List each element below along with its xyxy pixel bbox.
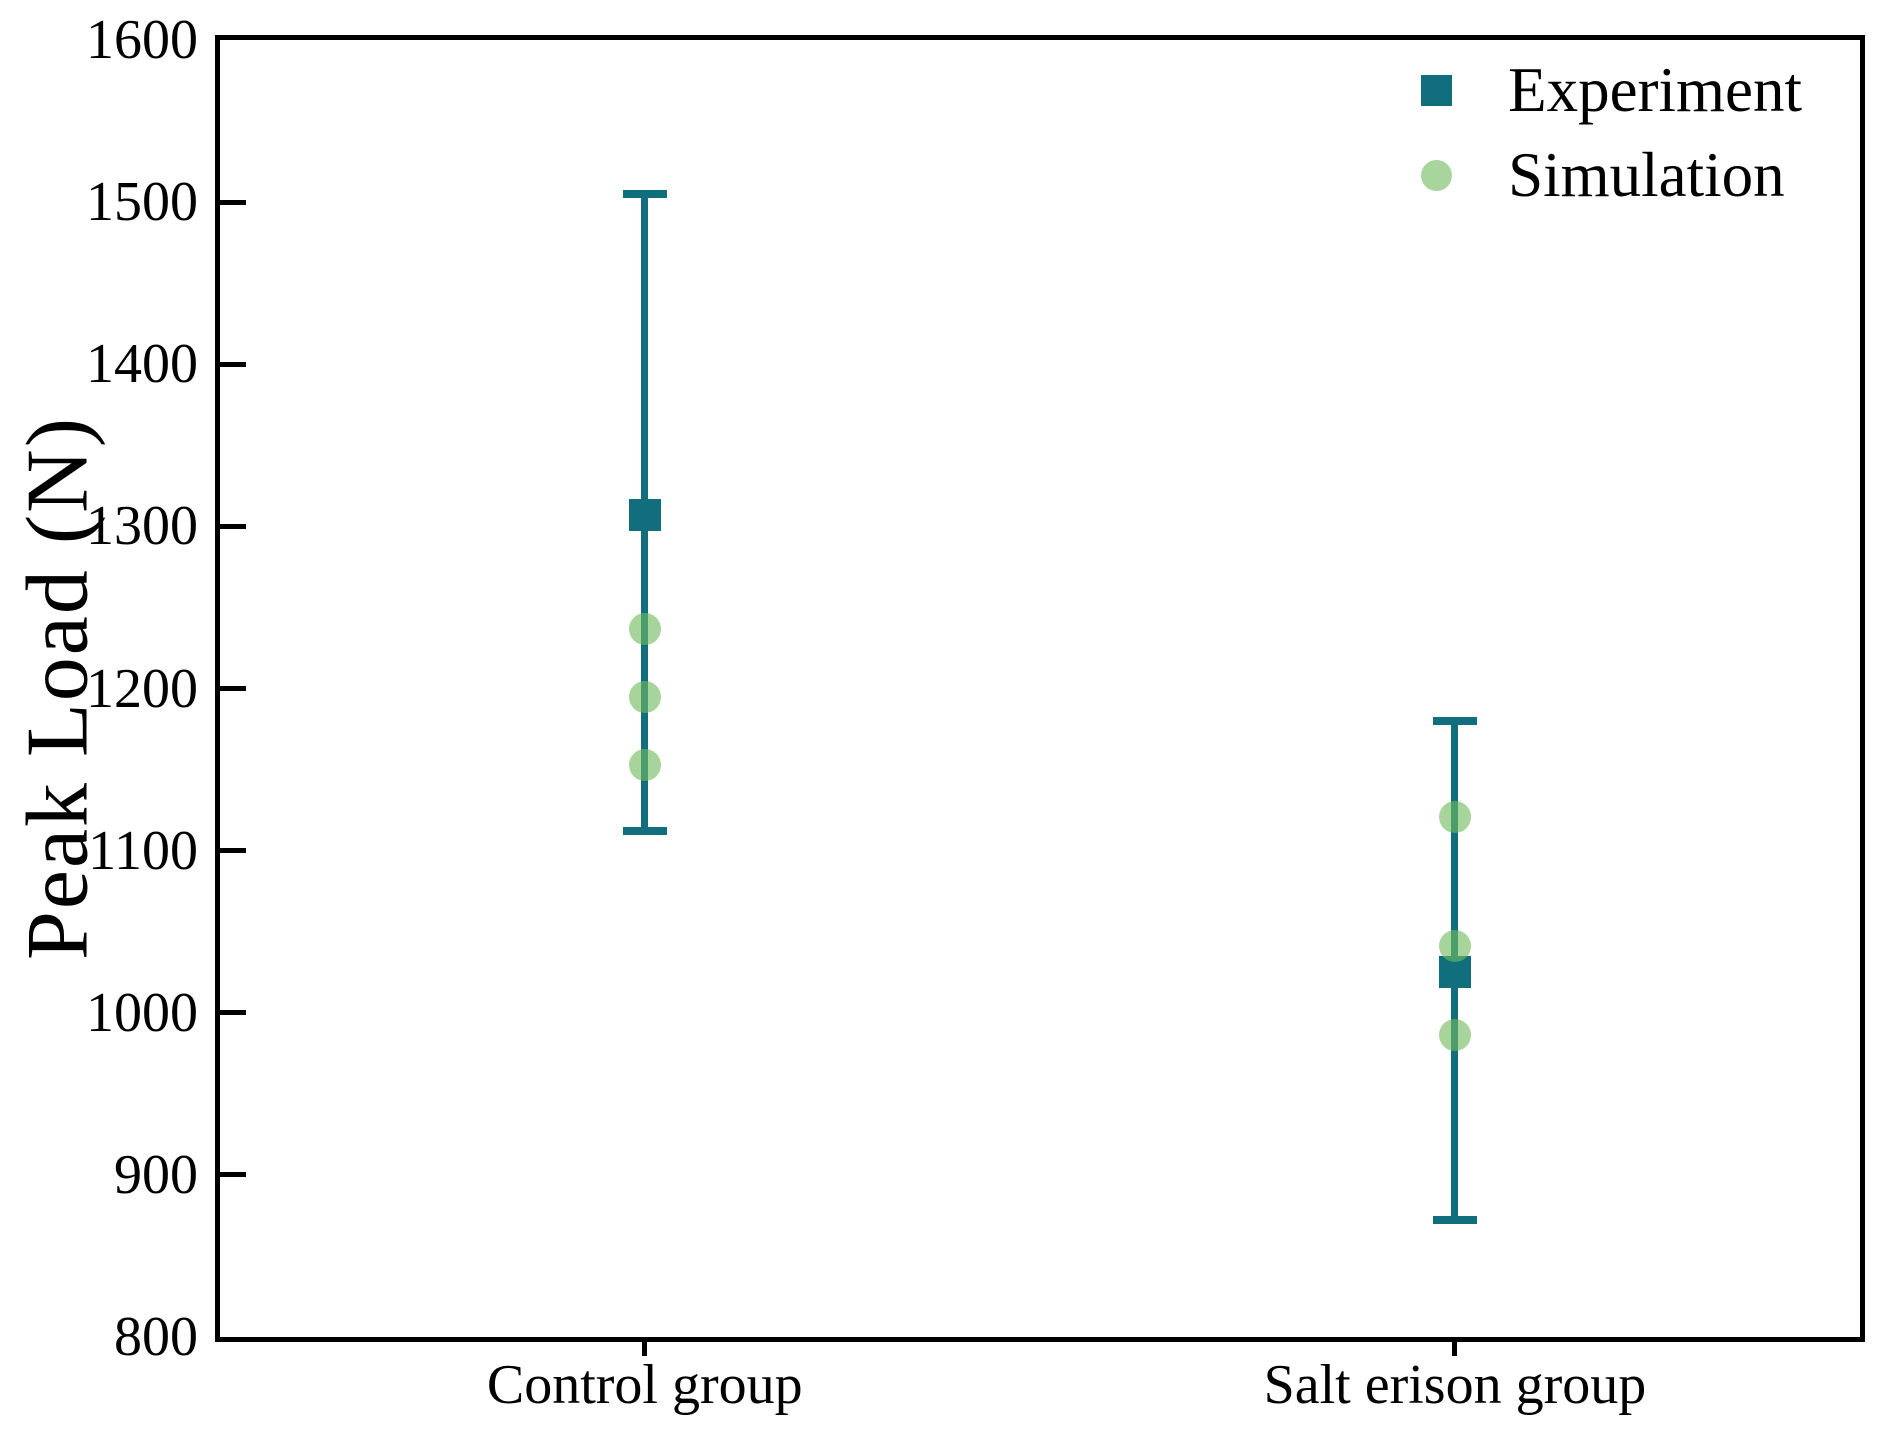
plot-area: Experiment Simulation: [215, 35, 1865, 1342]
simulation-point: [628, 680, 661, 713]
legend-item-experiment: Experiment: [1421, 48, 1802, 133]
y-tick-label: 800: [114, 1306, 198, 1368]
y-tick-label: 1600: [86, 9, 198, 71]
error-bar-cap-top: [1432, 716, 1477, 725]
x-tick-mark: [1452, 1341, 1458, 1356]
x-tick-mark: [642, 1341, 648, 1356]
simulation-point: [628, 748, 661, 781]
error-bar-cap-bottom: [1432, 1216, 1477, 1225]
legend-label-experiment: Experiment: [1508, 55, 1802, 125]
experiment-point: [628, 499, 661, 532]
simulation-point: [1438, 930, 1471, 963]
simulation-point: [1438, 1019, 1471, 1052]
legend-label-simulation: Simulation: [1508, 140, 1785, 210]
legend-item-simulation: Simulation: [1421, 133, 1802, 218]
simulation-point: [1438, 800, 1471, 833]
series-layer: [220, 40, 1860, 1337]
y-tick-mark: [220, 686, 246, 691]
y-tick-label: 1300: [86, 495, 198, 558]
x-category-label-control: Control group: [486, 1354, 803, 1416]
simulation-circle-marker-icon: [1421, 160, 1453, 191]
y-tick-label: 1200: [86, 657, 198, 720]
y-tick-mark: [220, 361, 246, 367]
y-tick-label: 1500: [86, 171, 198, 234]
legend: Experiment Simulation: [1421, 48, 1802, 218]
error-bar-cap-bottom: [622, 827, 667, 836]
error-bar-cap-top: [622, 190, 667, 199]
y-tick-label: 1000: [86, 981, 198, 1044]
y-tick-mark: [220, 523, 246, 529]
y-tick-mark: [220, 848, 246, 854]
experiment-square-marker-icon: [1421, 75, 1453, 106]
y-tick-mark: [220, 1010, 246, 1016]
y-tick-mark: [220, 1172, 246, 1178]
simulation-point: [628, 612, 661, 645]
y-tick-label: 1100: [88, 819, 198, 882]
x-category-label-salt: Salt erison group: [1263, 1354, 1647, 1416]
y-tick-label: 1400: [86, 333, 198, 396]
y-tick-mark: [220, 199, 246, 205]
y-tick-label: 900: [114, 1143, 198, 1206]
